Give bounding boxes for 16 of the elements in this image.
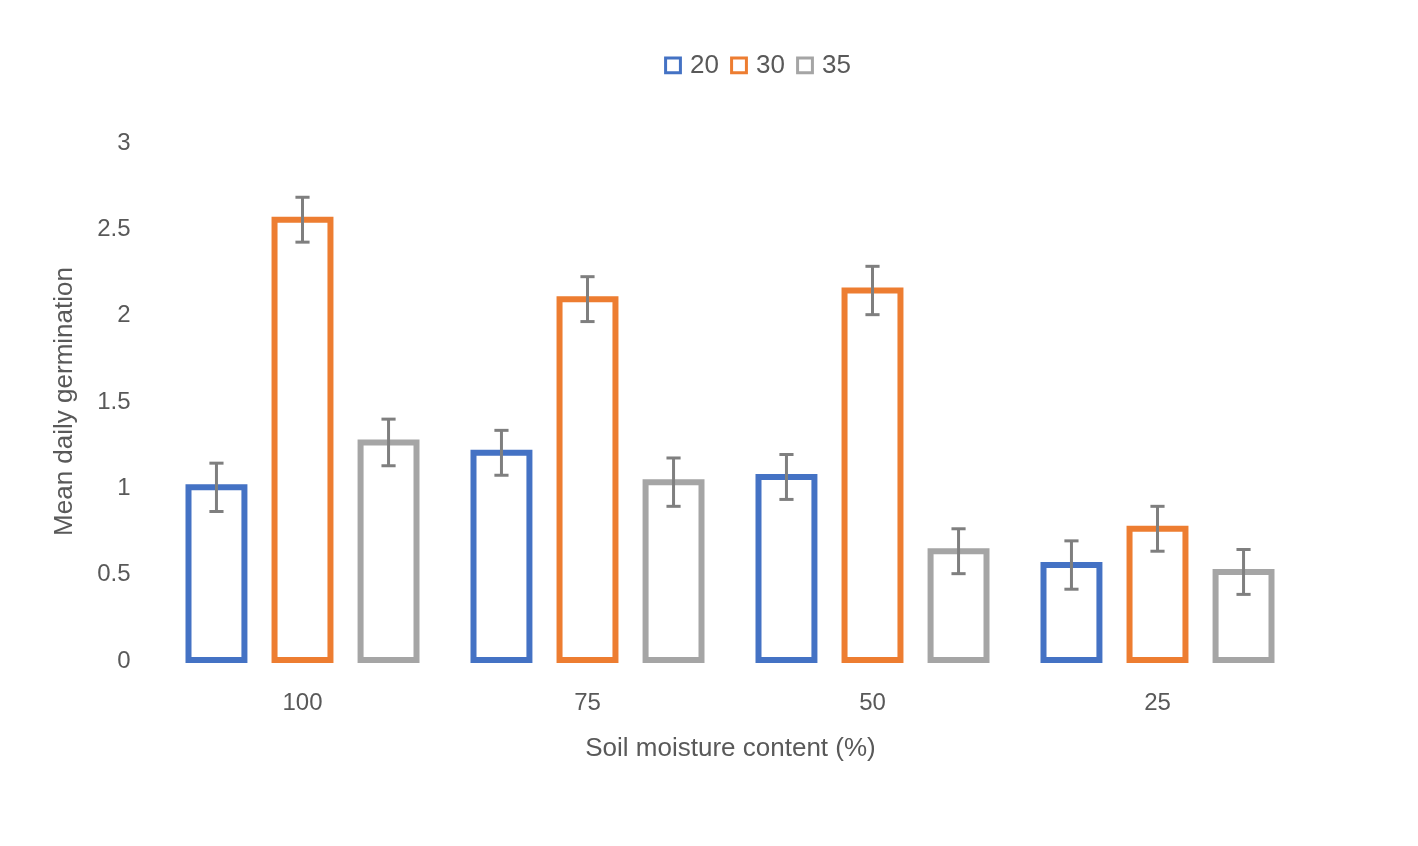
legend-label: 20: [690, 49, 719, 80]
x-tick-label: 100: [282, 687, 323, 715]
y-tick-label: 1.5: [97, 386, 131, 414]
y-tick-label: 0: [117, 645, 131, 673]
y-tick-label: 0.5: [97, 559, 131, 587]
legend-label: 30: [756, 49, 785, 80]
x-tick-label: 25: [1144, 687, 1171, 715]
x-tick-label: 75: [574, 687, 601, 715]
y-axis-title: Mean daily germination: [48, 267, 79, 536]
x-tick-label: 50: [859, 687, 886, 715]
legend-label: 35: [822, 49, 851, 80]
y-tick-label: 3: [117, 127, 131, 155]
y-tick-label: 2: [117, 300, 131, 328]
x-axis-title: Soil moisture content (%): [585, 731, 876, 762]
y-tick-label: 1: [117, 472, 131, 500]
y-tick-label: 2.5: [97, 213, 131, 241]
